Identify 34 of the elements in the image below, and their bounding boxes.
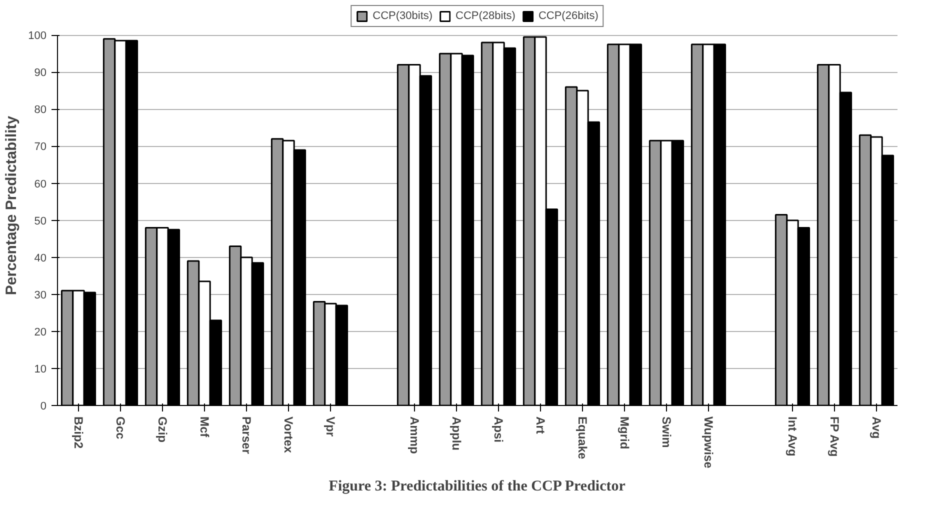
x-tick-label: Parser: [240, 416, 254, 454]
x-tick-label: Bzip2: [72, 416, 86, 449]
y-tick-label: 60: [34, 178, 47, 190]
x-tick-label: Swim: [660, 416, 674, 448]
x-tick-label: Wupwise: [702, 416, 716, 469]
y-axis-title: Percentage Predictability: [3, 115, 20, 296]
y-tick-label: 10: [34, 363, 47, 376]
x-tick-label: Mcf: [198, 416, 212, 438]
x-tick-label: Gzip: [156, 416, 170, 442]
y-tick-label: 30: [34, 289, 47, 302]
x-tick-label: FP Avg: [828, 416, 842, 457]
y-tick-label: 90: [34, 67, 47, 80]
x-tick-label: Applu: [450, 416, 464, 450]
x-tick-label: Apsi: [492, 416, 506, 443]
x-tick-label: Ammp: [408, 416, 422, 454]
x-tick-label: Int Avg: [786, 416, 800, 456]
y-tick-label: 40: [34, 252, 47, 264]
y-tick-label: 80: [34, 104, 47, 116]
y-tick-label: 20: [34, 326, 47, 338]
text: Figure 3: Predictabilities of the CCP Predictor: [328, 478, 626, 494]
legend-label: CCP(30bits): [372, 10, 433, 22]
y-tick-label: 0: [40, 400, 47, 412]
y-tick-label: 50: [34, 215, 47, 228]
y-tick-label: 70: [34, 141, 47, 154]
y-tick-label: 100: [28, 30, 47, 42]
x-tick-label: Mgrid: [618, 416, 632, 450]
x-tick-label: Avg: [870, 416, 884, 439]
x-tick-label: Art: [534, 416, 548, 434]
x-tick-label: Equake: [576, 416, 590, 460]
legend-label: CCP(28bits): [456, 10, 516, 22]
x-tick-label: Vpr: [324, 416, 338, 437]
legend-label: CCP(26bits): [538, 10, 598, 22]
x-tick-label: Gcc: [114, 416, 128, 440]
x-tick-label: Vortex: [282, 416, 296, 454]
